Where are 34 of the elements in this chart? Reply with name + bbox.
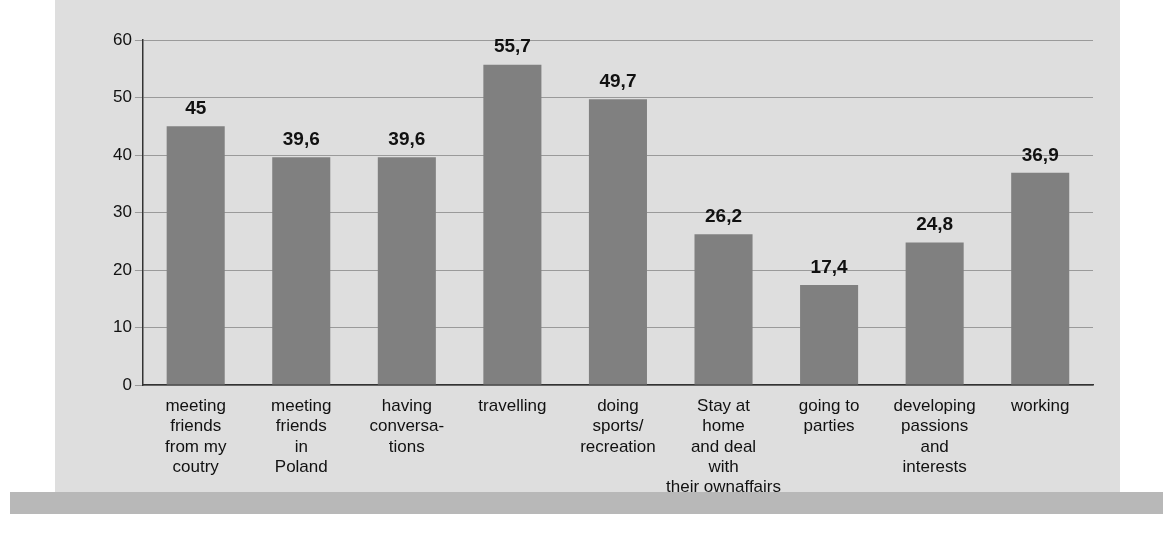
y-tick-label: 30 bbox=[112, 202, 132, 222]
x-tick-label: working bbox=[1009, 395, 1070, 415]
x-tick-label: having conversa- tions bbox=[369, 395, 445, 456]
data-label: 49,7 bbox=[599, 69, 637, 91]
bar bbox=[272, 157, 331, 385]
y-tick-label: 40 bbox=[112, 144, 132, 164]
x-tick-label: meeting friends in Poland bbox=[271, 395, 332, 477]
x-tick-label: going to parties bbox=[798, 395, 860, 436]
bar bbox=[694, 234, 753, 385]
y-tick-label: 10 bbox=[112, 317, 132, 337]
x-tick-label: travelling bbox=[478, 395, 547, 415]
x-tick-label: Stay at home and deal with their ownaffairs bbox=[666, 395, 781, 497]
data-label: 45 bbox=[185, 96, 207, 118]
x-tick-label: developing passions and interests bbox=[893, 395, 976, 477]
y-tick-label: 0 bbox=[122, 374, 132, 394]
data-label: 39,6 bbox=[282, 128, 320, 150]
data-label: 17,4 bbox=[810, 255, 849, 277]
bar bbox=[588, 99, 647, 385]
y-tick-label: 60 bbox=[112, 29, 132, 49]
y-tick-label: 50 bbox=[112, 87, 132, 107]
bar bbox=[166, 126, 225, 385]
x-tick-label: doing sports/ recreation bbox=[580, 395, 656, 456]
data-label: 24,8 bbox=[916, 213, 954, 235]
bar bbox=[483, 64, 542, 385]
x-tick-label: meeting friends from my coutry bbox=[165, 395, 227, 477]
data-label: 39,6 bbox=[388, 128, 426, 150]
bar bbox=[905, 242, 964, 385]
data-label: 55,7 bbox=[493, 35, 531, 57]
y-tick-label: 20 bbox=[112, 259, 132, 279]
bar bbox=[1011, 172, 1070, 385]
bar bbox=[800, 284, 859, 385]
data-label: 36,9 bbox=[1021, 143, 1059, 165]
bar bbox=[377, 157, 436, 385]
data-label: 26,2 bbox=[705, 205, 743, 227]
